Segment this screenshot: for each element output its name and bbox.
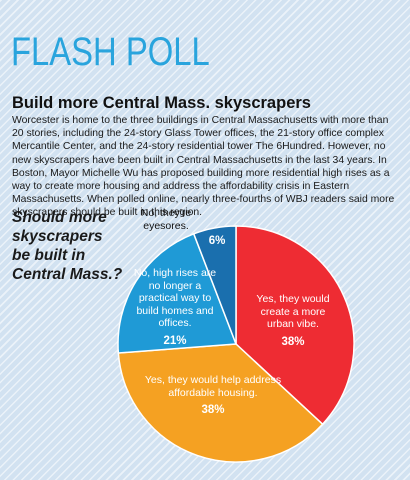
slice-text: No, they're eyesores.	[140, 207, 192, 232]
slice-label-affordable-housing: Yes, they would help address affordable …	[142, 374, 284, 417]
slice-percent: 38%	[201, 404, 225, 417]
slice-percent-eyesores: 6%	[202, 234, 232, 248]
slice-label-urban-vibe: Yes, they would create a more urban vibe…	[250, 293, 336, 349]
article-headline: Build more Central Mass. skyscrapers	[12, 94, 311, 112]
slice-text: Yes, they would help address affordable …	[144, 374, 282, 399]
poll-question: Should more skyscrapers be built in Cent…	[12, 209, 123, 283]
pie-slice-3	[192, 225, 237, 345]
pie-slice-1	[117, 343, 324, 463]
slice-text: No, high rises are no longer a practical…	[133, 267, 217, 330]
article-body: Worcester is home to the three buildings…	[12, 115, 395, 219]
slice-percent: 38%	[281, 335, 305, 348]
slice-label-not-practical: No, high rises are no longer a practical…	[128, 267, 222, 348]
slice-text: Yes, they would create a more urban vibe…	[256, 293, 330, 331]
slice-percent: 6%	[208, 235, 226, 247]
pie-slice-2	[117, 232, 238, 354]
flash-poll-title: FLASH POLL	[11, 30, 210, 74]
slice-percent: 21%	[163, 334, 187, 347]
pie-slice-0	[235, 225, 355, 426]
slice-label-eyesores: No, they're eyesores.	[132, 207, 200, 232]
